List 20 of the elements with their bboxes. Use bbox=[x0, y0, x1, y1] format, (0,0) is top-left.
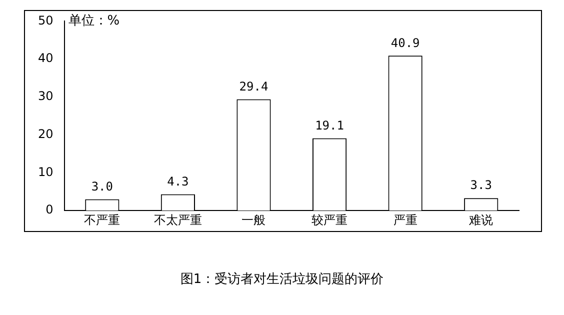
y-tick-label: 30 bbox=[38, 89, 54, 104]
data-label: 19.1 bbox=[315, 118, 344, 132]
x-tick-label: 严重 bbox=[393, 212, 418, 227]
y-tick-label: 50 bbox=[38, 13, 54, 28]
data-label: 40.9 bbox=[390, 36, 420, 50]
x-tick-label: 一般 bbox=[242, 212, 266, 227]
y-tick-label: 40 bbox=[38, 51, 54, 66]
y-axis-title: 单位：% bbox=[68, 14, 120, 29]
x-tick-label: 不太严重 bbox=[154, 212, 202, 227]
x-tick-label: 较严重 bbox=[312, 212, 348, 227]
data-label: 4.3 bbox=[167, 174, 189, 188]
data-label: 29.4 bbox=[239, 79, 268, 94]
y-tick-label: 20 bbox=[38, 126, 54, 141]
text: 图1：受访者对生活垃圾问题的评价 bbox=[179, 271, 385, 288]
x-tick-label: 不严重 bbox=[84, 212, 120, 227]
y-tick-label: 10 bbox=[38, 164, 54, 179]
y-tick-label: 0 bbox=[46, 202, 54, 217]
data-label: 3.3 bbox=[470, 178, 492, 192]
data-label: 3.0 bbox=[91, 179, 114, 194]
x-tick-label: 难说 bbox=[468, 212, 494, 227]
